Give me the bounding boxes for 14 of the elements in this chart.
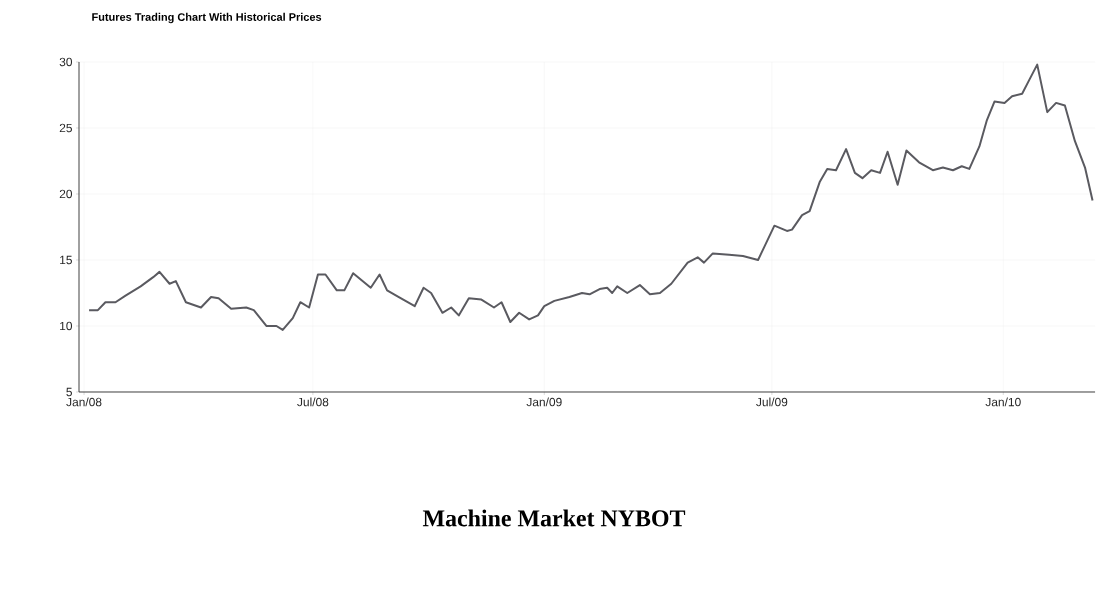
y-tick-label: 15 (60, 255, 72, 265)
x-tick-label: Jul/08 (297, 397, 329, 407)
x-tick-label: Jul/09 (756, 397, 788, 407)
text: Machine Market NYBOT (422, 509, 686, 527)
y-tick-label: 25 (59, 123, 72, 133)
y-tick-label: 30 (59, 57, 73, 67)
x-tick-label: Jan/10 (985, 397, 1021, 407)
x-tick-label: Jan/09 (526, 397, 562, 407)
y-tick-label: 5 (66, 387, 72, 397)
x-tick-label: Jan/08 (66, 397, 102, 407)
line-series (88, 63, 1094, 331)
y-tick-label: 10 (60, 321, 73, 331)
y-tick-label: 20 (59, 189, 73, 199)
chart-title: Futures Trading Chart With Historical Prices (92, 12, 322, 24)
